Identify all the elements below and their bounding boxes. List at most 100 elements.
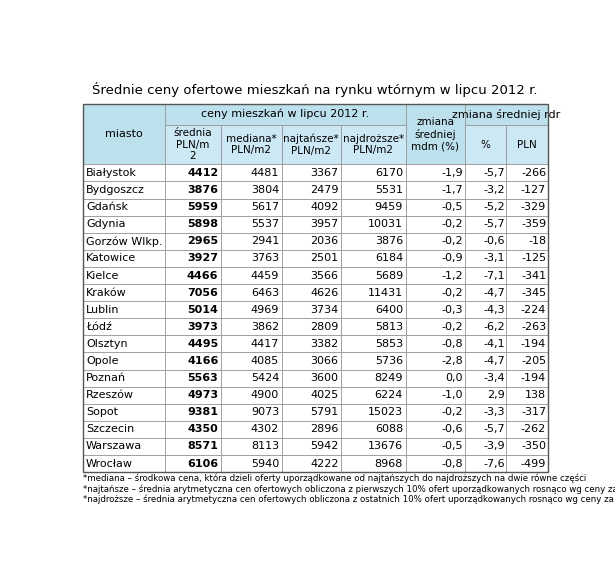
Bar [165,233,221,250]
Bar [465,335,506,352]
Text: 3927: 3927 [188,254,218,263]
Bar [406,164,465,182]
Bar [221,404,282,421]
Bar [165,421,221,438]
Text: 4166: 4166 [187,356,218,366]
Bar [406,369,465,387]
Bar [165,284,221,301]
Text: Warszawa: Warszawa [86,441,142,452]
Bar [506,438,548,455]
Text: -3,2: -3,2 [483,185,505,195]
Text: 9459: 9459 [375,202,403,212]
Bar [341,335,406,352]
Bar [221,233,282,250]
Bar [406,182,465,199]
Text: -341: -341 [521,271,546,280]
Text: -194: -194 [521,373,546,383]
Bar [465,267,506,284]
Text: 4969: 4969 [251,305,279,315]
Bar [221,125,282,164]
Bar [465,438,506,455]
Text: -0,6: -0,6 [483,236,505,246]
Bar [221,216,282,233]
Bar [506,301,548,318]
Text: 4092: 4092 [311,202,339,212]
Bar [341,267,406,284]
Text: -194: -194 [521,339,546,349]
Bar [282,352,341,369]
Text: ceny mieszkań w lipcu 2012 r.: ceny mieszkań w lipcu 2012 r. [201,109,370,119]
Text: -205: -205 [521,356,546,366]
Text: 3763: 3763 [251,254,279,263]
Text: *najdroższe – średnia arytmetyczna cen ofertowych obliczona z ostatnich 10% ofer: *najdroższe – średnia arytmetyczna cen o… [82,494,615,504]
Text: 5736: 5736 [375,356,403,366]
Text: Wrocław: Wrocław [86,459,133,469]
Bar [341,335,406,352]
Bar [341,387,406,404]
Bar [165,352,221,369]
Bar [465,199,506,216]
Bar [282,216,341,233]
Bar [506,216,548,233]
Bar [221,164,282,182]
Text: Rzeszów: Rzeszów [86,390,134,400]
Bar [506,182,548,199]
Bar [465,233,506,250]
Bar [406,369,465,387]
Text: 8113: 8113 [251,441,279,452]
Bar [282,182,341,199]
Bar [406,335,465,352]
Text: -0,2: -0,2 [441,288,462,297]
Bar [406,267,465,284]
Bar [282,164,341,182]
Text: -4,3: -4,3 [483,305,505,315]
Bar [465,104,548,125]
Bar [282,318,341,335]
Bar [221,182,282,199]
Bar [341,352,406,369]
Bar [341,369,406,387]
Bar [506,267,548,284]
Text: 4466: 4466 [187,271,218,280]
Bar [506,125,548,164]
Bar [82,104,165,164]
Bar [221,216,282,233]
Bar [465,301,506,318]
Bar [406,387,465,404]
Bar [82,267,165,284]
Text: 3734: 3734 [311,305,339,315]
Bar [506,387,548,404]
Bar [341,455,406,472]
Bar [82,318,165,335]
Bar [282,421,341,438]
Bar [506,216,548,233]
Text: miasto: miasto [105,129,143,139]
Bar [165,125,221,164]
Bar [165,301,221,318]
Bar [282,216,341,233]
Text: 4417: 4417 [251,339,279,349]
Bar [221,267,282,284]
Bar [82,335,165,352]
Bar [506,267,548,284]
Bar [465,182,506,199]
Text: -0,5: -0,5 [441,202,462,212]
Text: 5898: 5898 [188,219,218,229]
Text: 2479: 2479 [310,185,339,195]
Text: 6106: 6106 [187,459,218,469]
Bar [82,267,165,284]
Bar [341,455,406,472]
Bar [282,387,341,404]
Bar [406,233,465,250]
Bar [165,369,221,387]
Text: 15023: 15023 [368,407,403,417]
Bar [82,199,165,216]
Bar [82,284,165,301]
Bar [221,199,282,216]
Bar [221,284,282,301]
Bar [406,182,465,199]
Text: 3382: 3382 [311,339,339,349]
Text: 3600: 3600 [311,373,339,383]
Bar [506,335,548,352]
Text: 4459: 4459 [251,271,279,280]
